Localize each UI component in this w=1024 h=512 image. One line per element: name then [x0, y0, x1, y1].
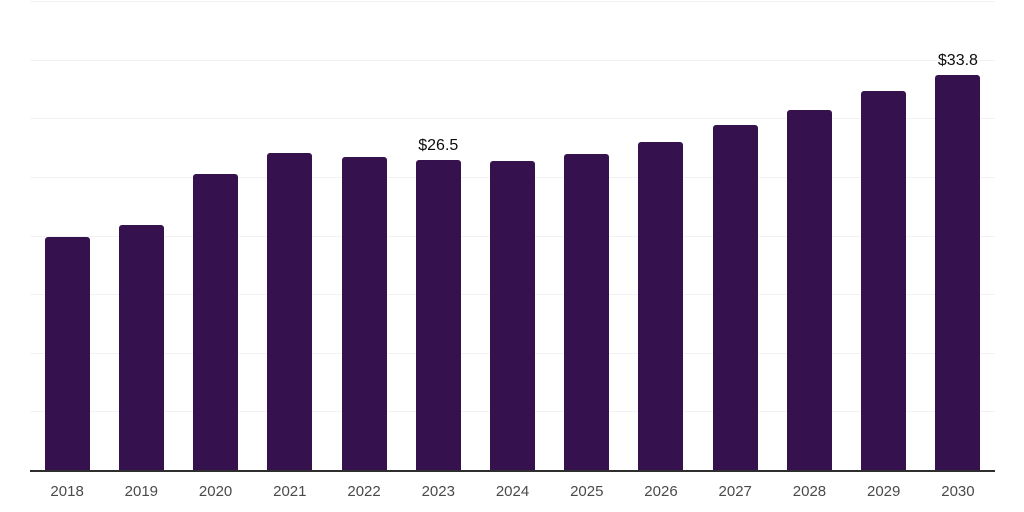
x-tick-2026: 2026: [644, 483, 678, 500]
bar-slot-2018: [30, 2, 104, 471]
plot-area: $26.5 $33.8: [30, 1, 995, 472]
x-axis-line: [30, 470, 995, 472]
bar-slot-2028: [772, 2, 846, 471]
x-tick-2025: 2025: [570, 483, 604, 500]
bar-2024: [490, 161, 536, 471]
bar-2025: [564, 154, 610, 471]
x-tick-2024: 2024: [495, 483, 530, 500]
x-tick-2030: 2030: [941, 483, 975, 500]
gridline-30: [30, 118, 995, 120]
bar-slot-2027: [698, 2, 772, 471]
bar-2022: [341, 156, 387, 471]
bar-slot-2021: [253, 2, 327, 471]
bar-2028: [786, 109, 832, 471]
bar-2021: [267, 153, 313, 471]
x-tick-2019: 2019: [124, 483, 159, 500]
gridline-40: [30, 1, 995, 2]
bar-2018: [44, 236, 90, 471]
x-tick-2023: 2023: [421, 483, 455, 500]
bar-2029: [861, 91, 907, 471]
bar-2023: $26.5: [415, 138, 461, 471]
bar-slot-2024: [475, 2, 549, 471]
x-axis-labels: 2018 2019 2020 2021 2022 2023 2024 2025 2026 2027…: [30, 482, 995, 501]
bar-slot-2023: $26.5: [401, 2, 475, 471]
x-tick-2018: 2018: [50, 483, 84, 500]
bar-2030: $33.8: [935, 52, 981, 471]
bar-slot-2026: [624, 2, 698, 471]
bar-slot-2019: [104, 2, 178, 471]
bar-slot-2025: [550, 2, 624, 471]
bar-2020: [193, 174, 239, 471]
data-label-2030: $33.8: [937, 51, 978, 69]
bar-2026: [638, 141, 684, 471]
bar-slot-2030: $33.8: [921, 2, 995, 471]
x-tick-2029: 2029: [867, 483, 901, 500]
x-tick-2027: 2027: [718, 483, 752, 500]
x-tick-2022: 2022: [347, 483, 381, 500]
x-tick-2021: 2021: [273, 483, 307, 500]
bar-slot-2022: [327, 2, 401, 471]
x-tick-2028: 2028: [792, 483, 827, 500]
bar-2027: [712, 125, 758, 471]
data-label-2023: $26.5: [418, 137, 459, 155]
bar-2019: [118, 224, 164, 471]
bar-slot-2029: [847, 2, 921, 471]
bar-slot-2020: [178, 2, 252, 471]
bars-area: $26.5 $33.8: [30, 2, 995, 471]
gridline-35: [30, 59, 995, 61]
x-tick-2020: 2020: [198, 483, 233, 500]
